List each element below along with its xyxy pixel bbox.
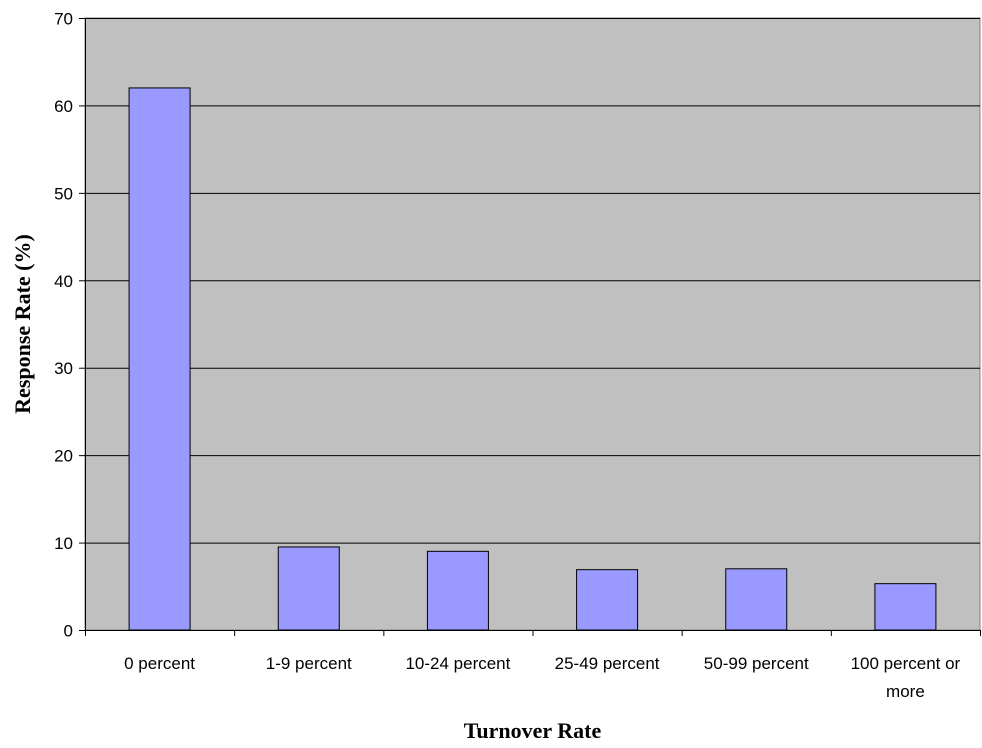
x-tick-label: 100 percent or more	[851, 654, 961, 701]
y-axis-title: Response Rate (%)	[10, 234, 35, 414]
gridlines	[85, 18, 980, 544]
x-axis: 0 percent 1-9 percent 10-24 percent 25-49 p…	[85, 630, 981, 701]
plot-area	[84, 17, 981, 631]
x-tick-label: 10-24 percent	[405, 654, 510, 673]
bar-10-24-percent	[426, 550, 489, 631]
x-tick-label: 1-9 percent	[266, 654, 352, 673]
bar-1-9-percent	[277, 546, 340, 631]
y-tick-label: 70	[54, 10, 73, 29]
bar-25-49-percent	[576, 569, 639, 631]
x-tick-label: 0 percent	[124, 654, 195, 673]
y-tick-label: 50	[54, 184, 73, 203]
y-tick-label: 10	[54, 534, 73, 553]
y-axis: 0 10 20 30 40 50 60 70	[54, 10, 86, 641]
y-tick-label: 20	[54, 447, 73, 466]
y-tick-label: 0	[64, 622, 73, 641]
bar-50-99-percent	[725, 568, 788, 631]
bar-0-percent	[128, 87, 191, 631]
y-tick-label: 40	[54, 272, 73, 291]
y-tick-label: 30	[54, 359, 73, 378]
bar-100-percent-or-more	[874, 583, 937, 631]
x-tick-label: 50-99 percent	[704, 654, 809, 673]
y-tick-label: 60	[54, 97, 73, 116]
x-axis-title: Turnover Rate	[464, 718, 602, 743]
x-tick-label: 25-49 percent	[555, 654, 660, 673]
